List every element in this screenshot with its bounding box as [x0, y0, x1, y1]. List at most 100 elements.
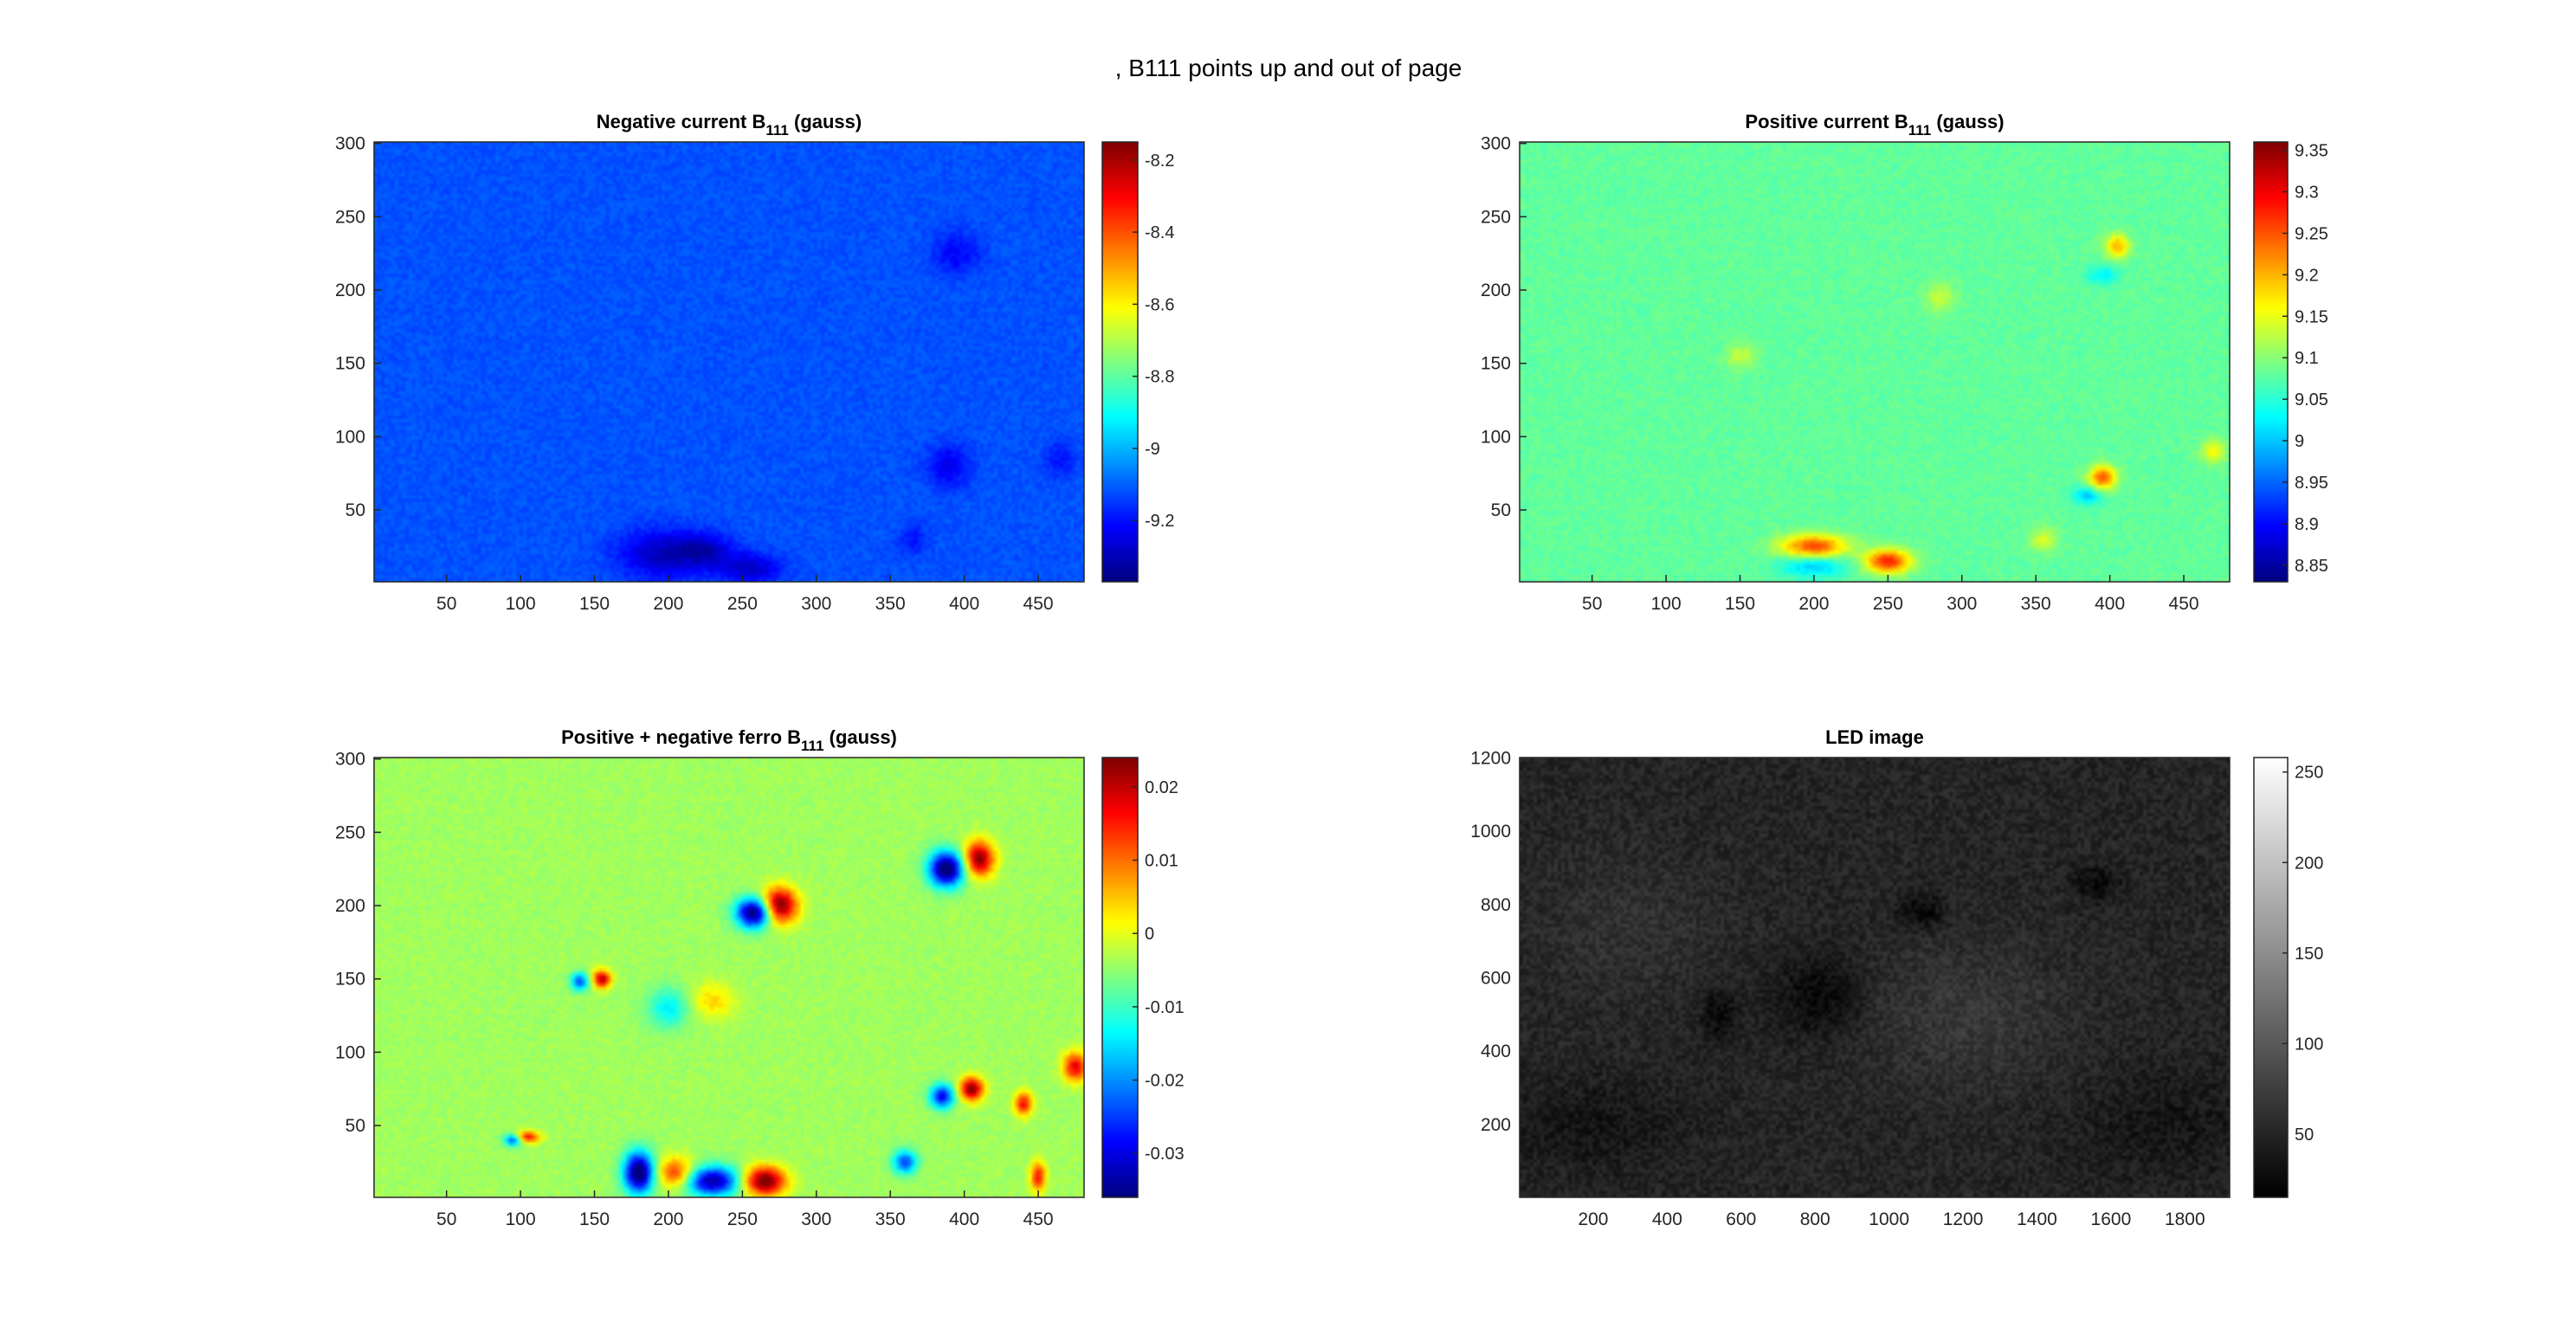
panel-title-subscript: 111 [765, 122, 789, 139]
colorbar [1102, 142, 1138, 582]
y-tick-label: 200 [335, 896, 365, 916]
panel-title-main: Negative current B [597, 111, 766, 132]
panel-title: LED image [1825, 726, 1924, 748]
x-tick-label: 150 [579, 1209, 610, 1229]
colorbar-tick-label: -9 [1145, 440, 1160, 459]
colorbar-frame [1101, 757, 1139, 1198]
heatmap-image [374, 758, 1084, 1197]
panel-title-tail: (gauss) [789, 111, 862, 132]
x-tick-label: 250 [727, 594, 758, 614]
y-tick-label: 400 [1481, 1042, 1511, 1061]
x-tick-label: 200 [1798, 594, 1829, 614]
colorbar-tick-label: 9.25 [2295, 224, 2328, 243]
x-tick-label: 300 [801, 594, 831, 614]
heatmap-image [374, 142, 1084, 582]
x-tick-label: 300 [1947, 594, 1977, 614]
heatmap-image [1520, 758, 2230, 1197]
panel-title-tail: (gauss) [824, 726, 897, 748]
colorbar-tick-label: 8.9 [2295, 515, 2319, 534]
y-tick-label: 150 [335, 354, 365, 374]
colorbar-tick-label: -8.2 [1145, 152, 1174, 171]
x-tick-label: 200 [1578, 1209, 1608, 1229]
x-tick-label: 450 [1023, 1209, 1054, 1229]
colorbar-tick-label: 150 [2295, 945, 2323, 964]
y-tick-label: 50 [345, 500, 365, 520]
colorbar-tick-label: 9.05 [2295, 390, 2328, 410]
panel-negative-current: 50 100 150 200 250 300 350 400 450 50 100 150 200 250… [335, 111, 1175, 614]
x-tick-label: 150 [1725, 594, 1755, 614]
colorbar-tick-label: 9.1 [2295, 349, 2319, 368]
axes-frame [373, 141, 1085, 583]
axes-frame [373, 757, 1085, 1198]
colorbar-tick-label: 50 [2295, 1125, 2314, 1145]
colorbar-tick-label: 9 [2295, 432, 2304, 451]
colorbar-frame [1101, 141, 1139, 583]
x-tick-label: 50 [436, 1209, 456, 1229]
x-tick-label: 50 [1582, 594, 1602, 614]
colorbar-tick-label: -0.01 [1145, 998, 1185, 1017]
y-tick-label: 100 [1481, 427, 1511, 447]
colorbar-tick-label: 250 [2295, 764, 2323, 783]
x-tick-label: 200 [653, 1209, 683, 1229]
y-tick-label: 1200 [1470, 748, 1511, 768]
colorbar [1102, 758, 1138, 1197]
y-tick-label: 800 [1481, 895, 1511, 915]
x-tick-label: 1200 [1943, 1209, 1984, 1229]
colorbar [2254, 758, 2288, 1197]
x-tick-label: 400 [949, 594, 979, 614]
y-tick-label: 300 [1481, 134, 1511, 154]
x-tick-label: 800 [1800, 1209, 1830, 1229]
panel-title-main: LED image [1825, 726, 1924, 748]
colorbar-tick-label: 9.15 [2295, 307, 2328, 326]
colorbar-tick-label: 0 [1145, 925, 1154, 944]
colorbar-tick-label: -8.8 [1145, 368, 1174, 387]
colorbar-tick-label: 0.02 [1145, 778, 1178, 797]
y-tick-label: 300 [335, 134, 365, 154]
x-tick-label: 250 [727, 1209, 758, 1229]
x-tick-label: 100 [1651, 594, 1682, 614]
panel-ferro-sum: 50 100 150 200 250 300 350 400 450 50 100 150 200 250… [335, 726, 1185, 1229]
colorbar [2254, 142, 2288, 582]
x-tick-label: 400 [2095, 594, 2125, 614]
y-tick-label: 150 [1481, 354, 1511, 374]
x-tick-label: 350 [2021, 594, 2051, 614]
colorbar-frame [2253, 141, 2289, 583]
y-tick-label: 200 [1481, 1115, 1511, 1135]
panel-positive-current: 50 100 150 200 250 300 350 400 450 50 100 150 200 250… [1481, 111, 2328, 614]
x-tick-label: 250 [1873, 594, 1903, 614]
x-tick-label: 200 [653, 594, 683, 614]
colorbar-tick-label: 8.85 [2295, 557, 2328, 576]
panel-title-main: Positive current B [1745, 111, 1908, 132]
y-tick-label: 200 [335, 281, 365, 300]
axes-frame [1519, 141, 2231, 583]
y-tick-label: 600 [1481, 968, 1511, 988]
colorbar-tick-label: -0.03 [1145, 1145, 1185, 1164]
heatmap-image [1520, 142, 2230, 582]
panel-title-tail: (gauss) [1931, 111, 2004, 132]
x-tick-label: 1400 [2017, 1209, 2057, 1229]
y-tick-label: 250 [335, 822, 365, 842]
x-tick-label: 1800 [2165, 1209, 2205, 1229]
colorbar-frame [2253, 757, 2289, 1198]
x-tick-label: 350 [875, 1209, 906, 1229]
x-tick-label: 1600 [2091, 1209, 2132, 1229]
y-tick-label: 100 [335, 1042, 365, 1062]
colorbar-tick-label: 0.01 [1145, 852, 1178, 871]
x-tick-label: 600 [1726, 1209, 1756, 1229]
y-tick-label: 300 [335, 750, 365, 770]
colorbar-tick-label: 200 [2295, 854, 2323, 873]
y-tick-label: 200 [1481, 281, 1511, 300]
colorbar-tick-label: -8.6 [1145, 295, 1174, 314]
colorbar-tick-label: 8.95 [2295, 474, 2328, 493]
x-tick-label: 150 [579, 594, 610, 614]
panel-title: Negative current B111 (gauss) [597, 111, 862, 139]
y-tick-label: 250 [335, 207, 365, 227]
colorbar-tick-label: 9.2 [2295, 266, 2319, 285]
colorbar-tick-label: 100 [2295, 1035, 2323, 1054]
x-tick-label: 100 [506, 594, 536, 614]
panel-title-main: Positive + negative ferro B [561, 726, 801, 748]
x-tick-label: 400 [949, 1209, 979, 1229]
x-tick-label: 300 [801, 1209, 831, 1229]
x-tick-label: 450 [2169, 594, 2199, 614]
